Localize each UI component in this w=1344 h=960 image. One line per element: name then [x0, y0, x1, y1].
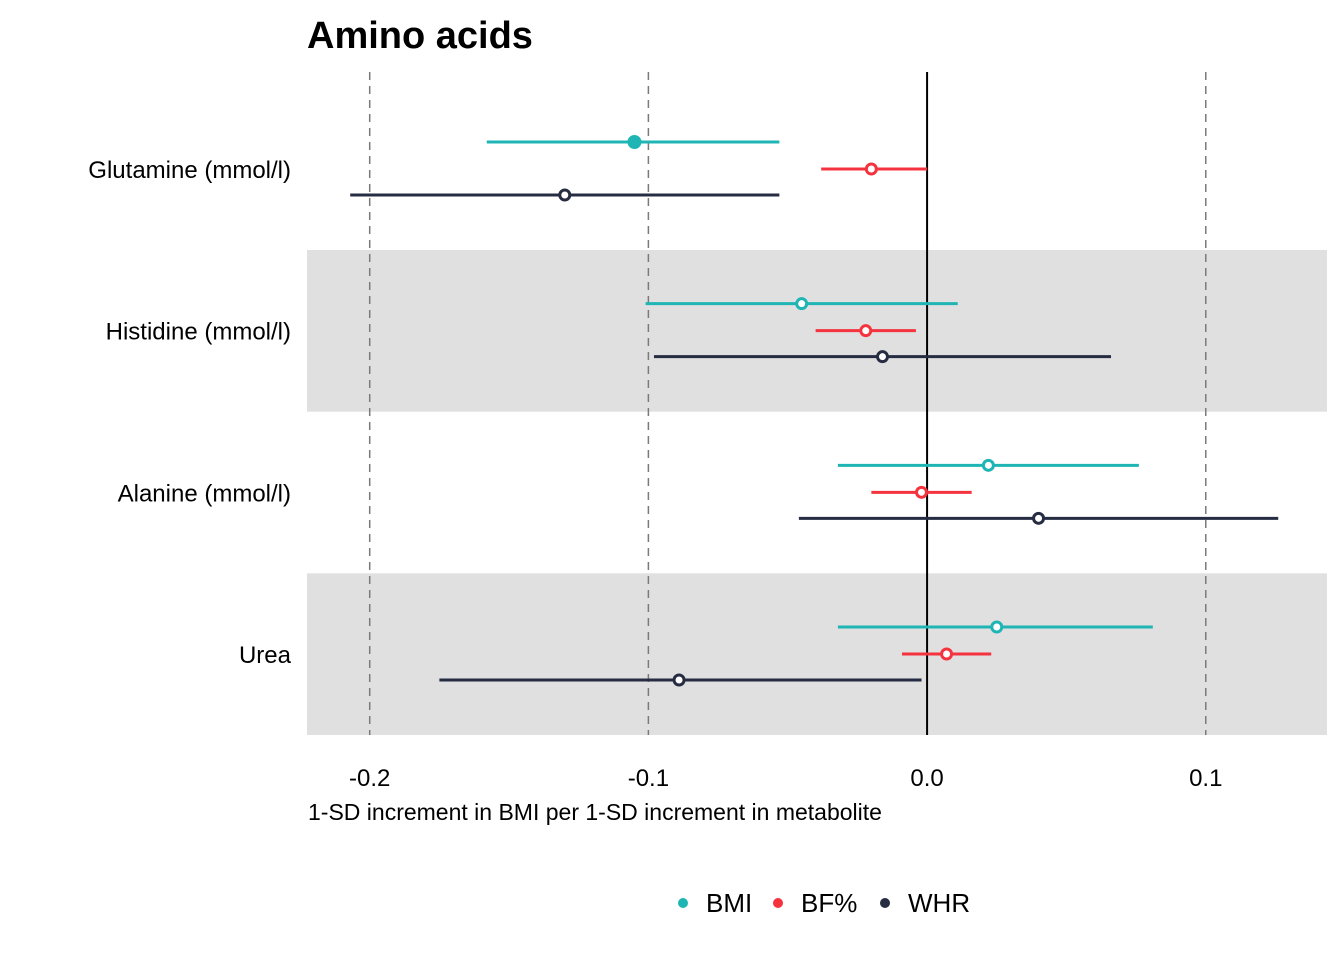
- point-estimate: [875, 350, 889, 364]
- category-label: Alanine (mmol/l): [118, 480, 291, 507]
- point-estimate: [981, 458, 995, 472]
- point-estimate: [795, 297, 809, 311]
- point-estimate: [864, 162, 878, 176]
- legend-label: BF%: [801, 888, 857, 918]
- category-label: Histidine (mmol/l): [106, 319, 291, 346]
- x-tick-label: -0.2: [349, 765, 390, 792]
- x-tick-label: 0.1: [1189, 765, 1222, 792]
- x-tick-label: -0.1: [628, 765, 669, 792]
- point-estimate: [672, 673, 686, 687]
- legend-key: [773, 898, 783, 908]
- category-labels: Glutamine (mmol/l) Histidine (mmol/l) Alan…: [88, 157, 291, 669]
- category-label: Glutamine (mmol/l): [88, 157, 291, 184]
- point-estimate: [627, 135, 642, 149]
- x-axis-tick-labels: -0.2 -0.1 0.0 0.1: [349, 765, 1222, 792]
- legend: BMI BF% WHR: [678, 888, 970, 918]
- legend-key: [880, 898, 890, 908]
- point-estimate: [1032, 511, 1046, 525]
- row-band: [307, 573, 1327, 735]
- point-estimate: [990, 620, 1004, 634]
- legend-label: BMI: [706, 888, 752, 918]
- row-bands: [307, 250, 1327, 735]
- vertical-gridlines: [368, 72, 1207, 735]
- plot-marks: [350, 135, 1279, 687]
- chart-title: Amino acids: [307, 15, 533, 57]
- point-estimate: [558, 188, 572, 202]
- x-tick-label: 0.0: [910, 765, 943, 792]
- point-estimate: [940, 647, 954, 661]
- point-estimate: [915, 485, 929, 499]
- x-axis-title: 1-SD increment in BMI per 1-SD increment…: [308, 799, 882, 825]
- category-label: Urea: [239, 642, 292, 669]
- point-estimate: [859, 324, 873, 338]
- legend-key: [678, 898, 688, 908]
- legend-label: WHR: [908, 888, 970, 918]
